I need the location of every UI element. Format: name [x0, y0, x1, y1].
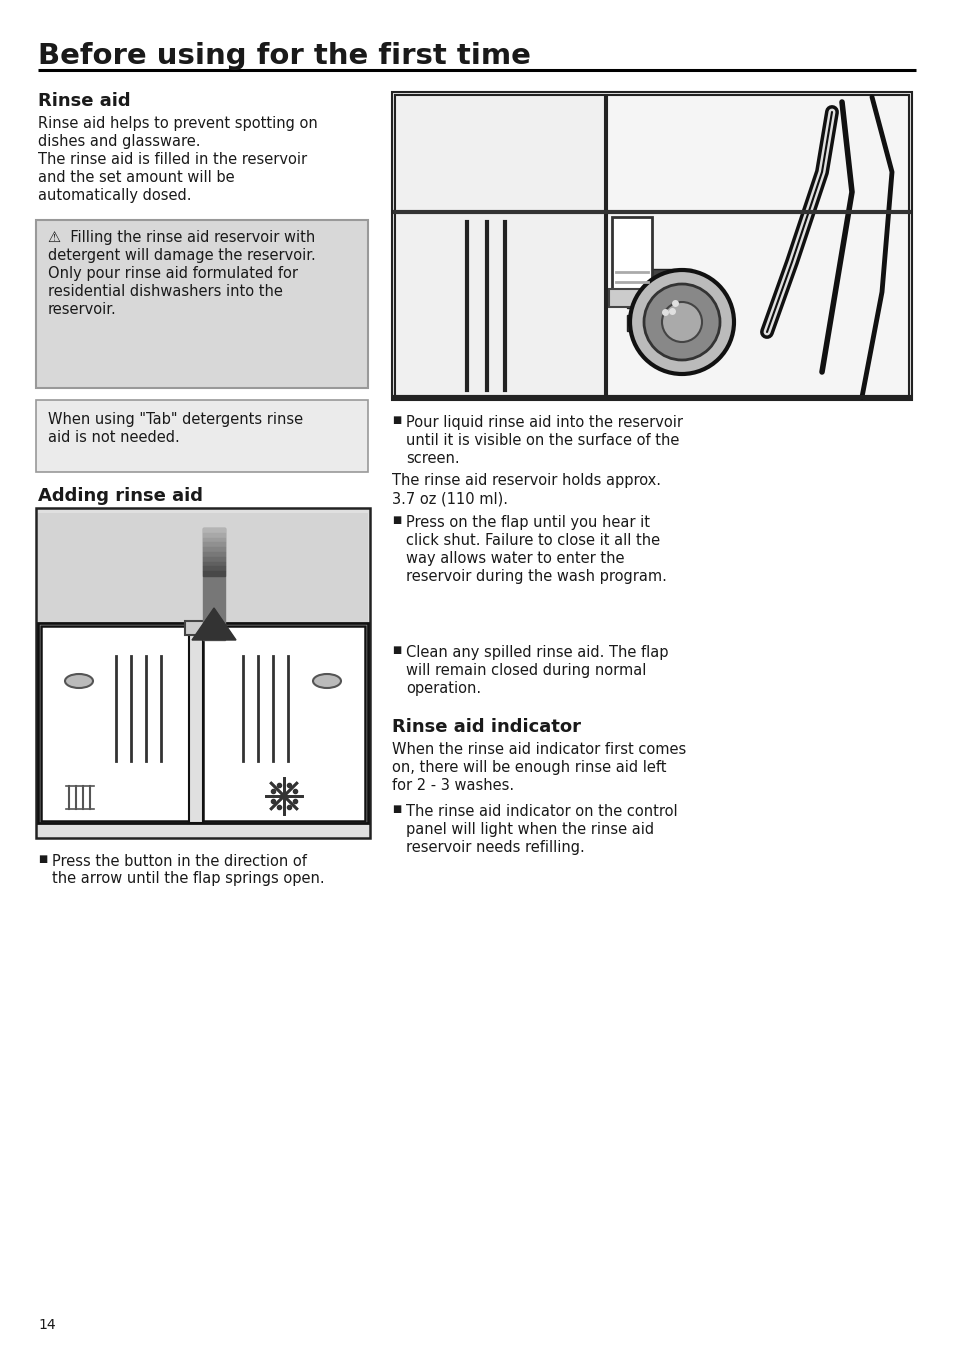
Circle shape: [629, 270, 733, 375]
Text: 14: 14: [38, 1318, 55, 1332]
Text: ■: ■: [392, 804, 401, 814]
Bar: [203, 626, 365, 821]
Text: operation.: operation.: [406, 681, 480, 696]
Bar: [626, 315, 691, 331]
Polygon shape: [203, 533, 225, 538]
Bar: [38, 623, 368, 823]
Polygon shape: [203, 538, 225, 542]
Bar: [626, 292, 691, 308]
Text: the arrow until the flap springs open.: the arrow until the flap springs open.: [52, 872, 324, 887]
Text: reservoir.: reservoir.: [48, 301, 116, 316]
Text: Rinse aid helps to prevent spotting on: Rinse aid helps to prevent spotting on: [38, 116, 317, 131]
Text: The rinse aid indicator on the control: The rinse aid indicator on the control: [406, 804, 677, 819]
Circle shape: [643, 284, 720, 360]
Text: will remain closed during normal: will remain closed during normal: [406, 662, 646, 677]
Text: Adding rinse aid: Adding rinse aid: [38, 487, 203, 506]
Bar: [395, 95, 908, 212]
Text: for 2 - 3 washes.: for 2 - 3 washes.: [392, 777, 514, 794]
Text: residential dishwashers into the: residential dishwashers into the: [48, 284, 283, 299]
Polygon shape: [203, 566, 225, 571]
Bar: [36, 400, 368, 472]
Bar: [608, 289, 655, 307]
Polygon shape: [203, 529, 225, 533]
Text: aid is not needed.: aid is not needed.: [48, 430, 179, 445]
Bar: [36, 220, 368, 388]
Text: Press the button in the direction of: Press the button in the direction of: [52, 854, 307, 869]
Text: detergent will damage the reservoir.: detergent will damage the reservoir.: [48, 247, 315, 264]
Ellipse shape: [313, 675, 340, 688]
Text: ■: ■: [392, 415, 401, 425]
Bar: [189, 623, 203, 823]
Polygon shape: [203, 552, 225, 557]
Text: reservoir needs refilling.: reservoir needs refilling.: [406, 840, 584, 854]
Text: on, there will be enough rinse aid left: on, there will be enough rinse aid left: [392, 760, 666, 775]
Polygon shape: [203, 548, 225, 552]
Text: ■: ■: [392, 515, 401, 525]
Text: ■: ■: [392, 645, 401, 654]
Text: Press on the flap until you hear it: Press on the flap until you hear it: [406, 515, 649, 530]
Text: Before using for the first time: Before using for the first time: [38, 42, 530, 70]
Text: Only pour rinse aid formulated for: Only pour rinse aid formulated for: [48, 266, 297, 281]
Bar: [626, 269, 691, 285]
Polygon shape: [192, 608, 235, 639]
Polygon shape: [203, 561, 225, 566]
Bar: [41, 626, 189, 821]
Text: ⚠  Filling the rinse aid reservoir with: ⚠ Filling the rinse aid reservoir with: [48, 230, 314, 245]
Text: When the rinse aid indicator first comes: When the rinse aid indicator first comes: [392, 742, 685, 757]
Ellipse shape: [65, 675, 92, 688]
Text: When using "Tab" detergents rinse: When using "Tab" detergents rinse: [48, 412, 303, 427]
Bar: [606, 95, 908, 397]
Text: Pour liquid rinse aid into the reservoir: Pour liquid rinse aid into the reservoir: [406, 415, 682, 430]
Text: automatically dosed.: automatically dosed.: [38, 188, 192, 203]
Text: ■: ■: [38, 854, 48, 864]
Text: The rinse aid is filled in the reservoir: The rinse aid is filled in the reservoir: [38, 151, 307, 168]
Text: until it is visible on the surface of the: until it is visible on the surface of th…: [406, 433, 679, 448]
Bar: [392, 92, 911, 400]
Bar: [36, 508, 370, 838]
Text: screen.: screen.: [406, 452, 459, 466]
Polygon shape: [203, 529, 225, 639]
Text: way allows water to enter the: way allows water to enter the: [406, 552, 624, 566]
Circle shape: [661, 301, 701, 342]
Text: 3.7 oz (110 ml).: 3.7 oz (110 ml).: [392, 491, 507, 506]
Text: Rinse aid: Rinse aid: [38, 92, 131, 110]
Text: Clean any spilled rinse aid. The flap: Clean any spilled rinse aid. The flap: [406, 645, 668, 660]
Text: reservoir during the wash program.: reservoir during the wash program.: [406, 569, 666, 584]
Bar: [395, 95, 604, 397]
Bar: [612, 218, 651, 297]
Text: dishes and glassware.: dishes and glassware.: [38, 134, 200, 149]
Polygon shape: [203, 571, 225, 576]
Bar: [38, 512, 368, 623]
Text: The rinse aid reservoir holds approx.: The rinse aid reservoir holds approx.: [392, 473, 660, 488]
Text: panel will light when the rinse aid: panel will light when the rinse aid: [406, 822, 654, 837]
Polygon shape: [203, 557, 225, 561]
Text: click shut. Failure to close it all the: click shut. Failure to close it all the: [406, 533, 659, 548]
Text: Rinse aid indicator: Rinse aid indicator: [392, 718, 580, 735]
Polygon shape: [203, 542, 225, 548]
Text: and the set amount will be: and the set amount will be: [38, 170, 234, 185]
Bar: [185, 621, 207, 635]
